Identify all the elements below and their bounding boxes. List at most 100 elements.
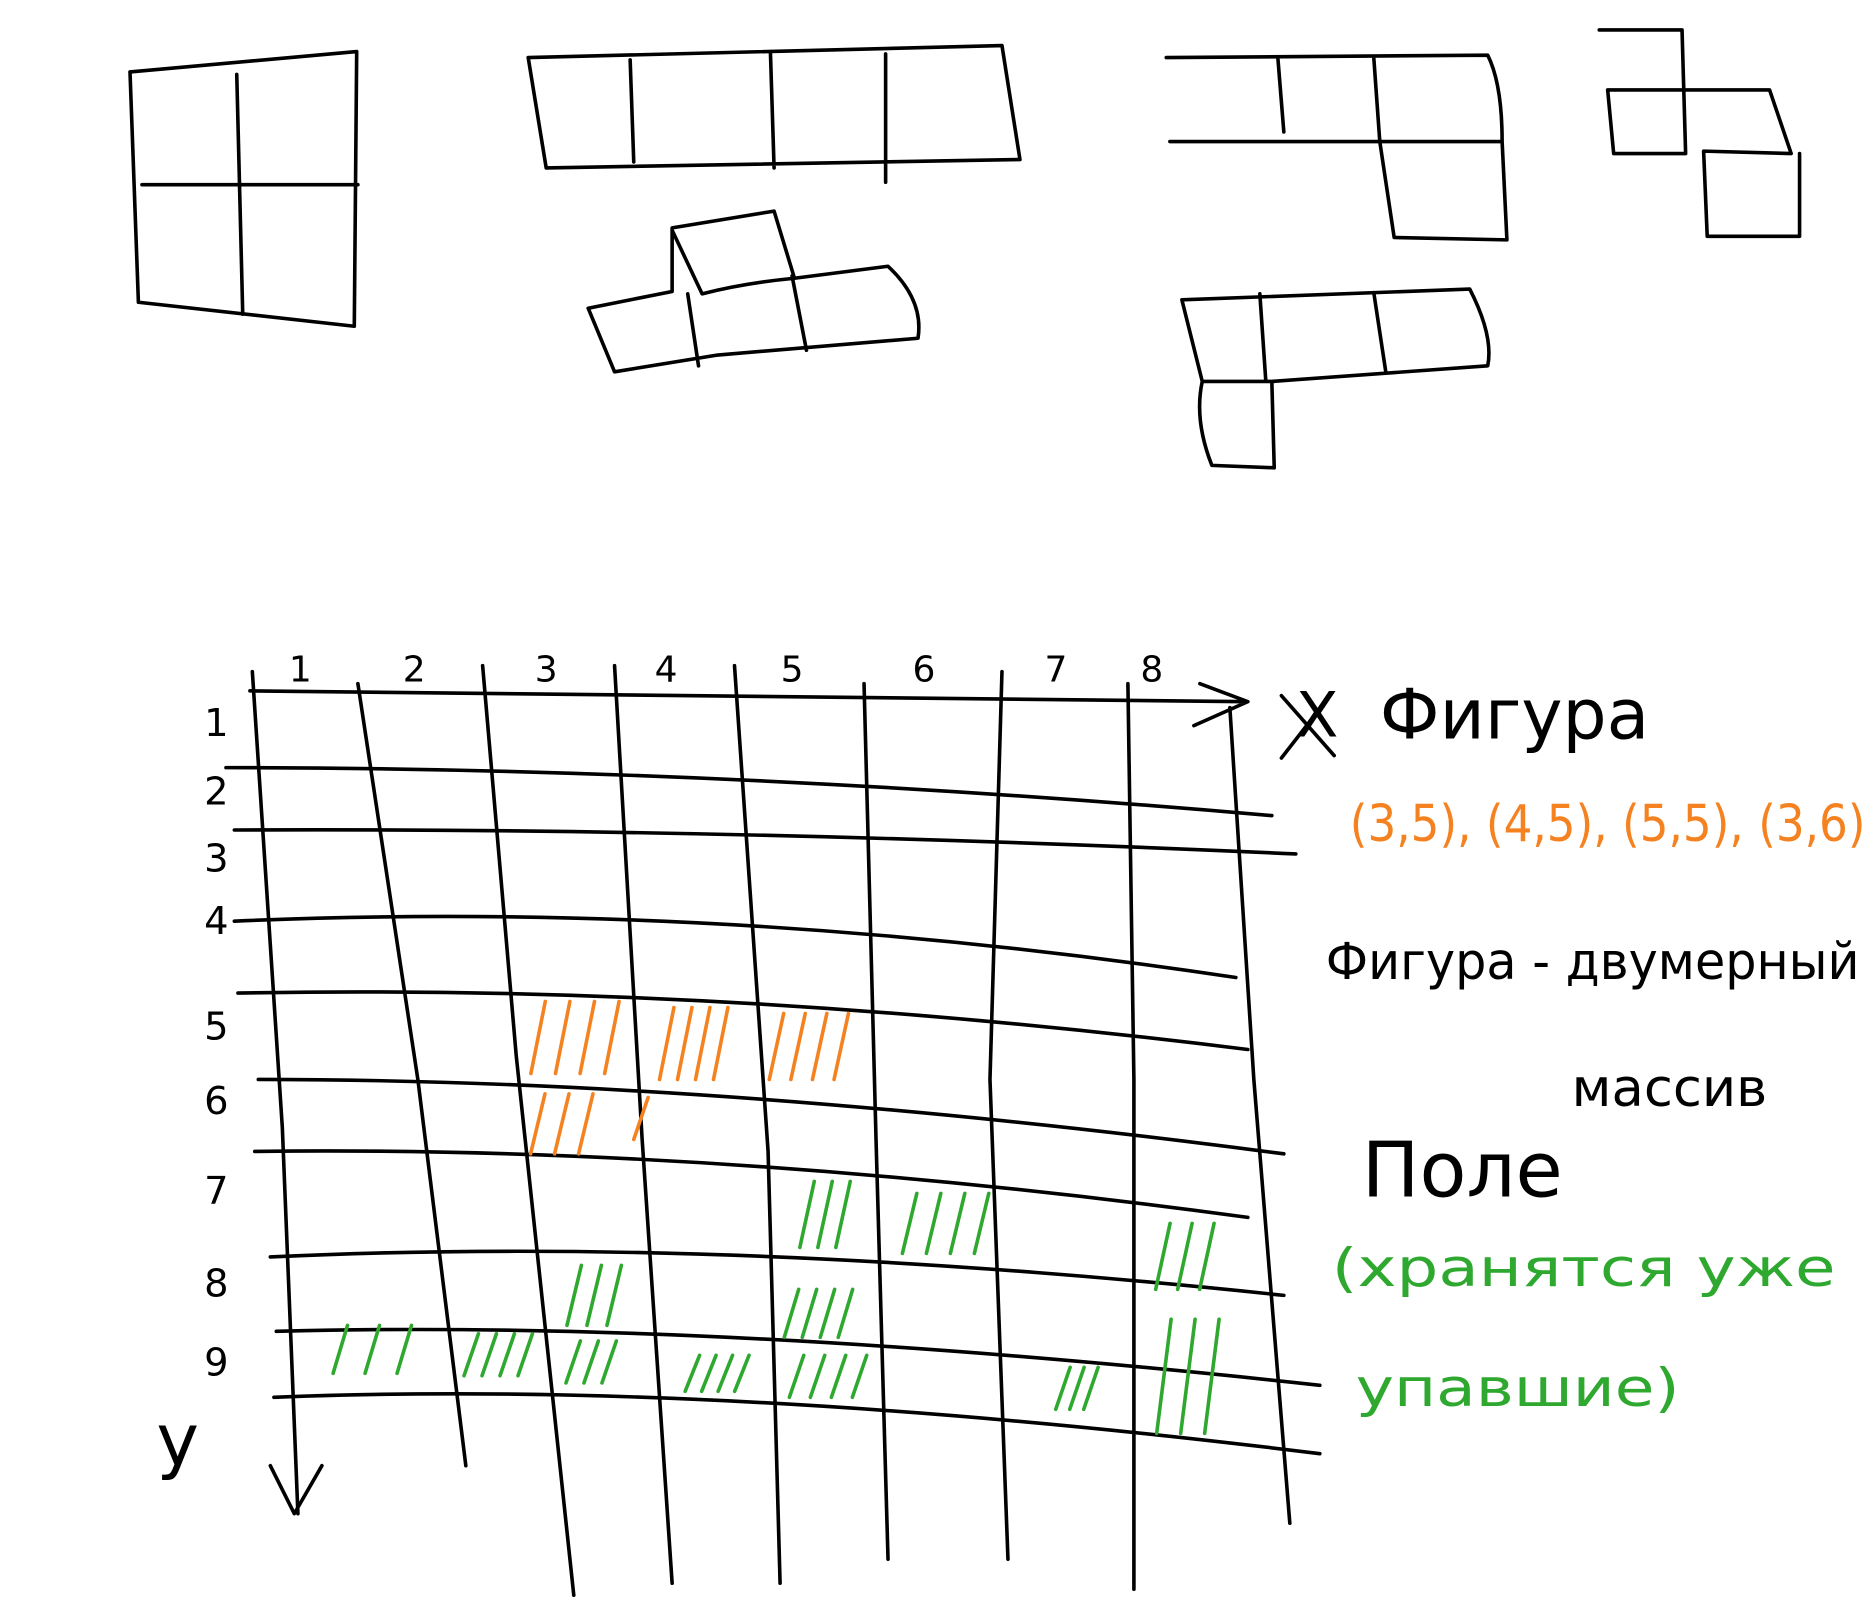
piece-l: [1164, 53, 1509, 242]
column-label: 2: [403, 650, 426, 691]
hatch-stroke: [787, 1353, 806, 1400]
hatch-stroke: [576, 1092, 595, 1156]
hatch-stroke: [582, 1339, 601, 1385]
column-label: 8: [1140, 650, 1163, 691]
hatch-stroke: [1178, 1317, 1197, 1436]
grid-line-v: [1126, 681, 1136, 1592]
piece-t: [586, 209, 921, 374]
hatch-stroke: [675, 1005, 694, 1082]
hatch-stroke: [564, 1339, 583, 1385]
hatch-stroke: [818, 1287, 837, 1340]
grid-line-v: [862, 681, 890, 1562]
column-label: 3: [535, 650, 558, 691]
column-label: 5: [781, 650, 804, 691]
field-title: Поле: [1362, 1126, 1563, 1215]
hatch-stroke: [732, 1353, 751, 1394]
hatch-stroke: [1053, 1365, 1072, 1412]
hatch-stroke: [498, 1331, 517, 1378]
hatch-stroke: [395, 1323, 414, 1376]
hatch-stroke: [605, 1263, 624, 1328]
hatch-stroke: [693, 1005, 712, 1082]
row-label: 1: [204, 701, 228, 746]
grid-line-v: [356, 681, 468, 1468]
piece-i: [526, 43, 1022, 185]
hatch-stroke: [699, 1353, 718, 1394]
x-axis-label: X: [1296, 679, 1339, 752]
hatch-stroke: [529, 999, 548, 1076]
hatching: [331, 999, 1221, 1436]
hatch-stroke: [331, 1323, 350, 1376]
piece-j: [1180, 287, 1491, 470]
hatch-stroke: [816, 1179, 835, 1250]
hatch-stroke: [924, 1191, 943, 1256]
grid-line-v: [612, 663, 674, 1586]
hatch-stroke: [782, 1287, 801, 1340]
hatch-stroke: [1197, 1221, 1216, 1292]
grid-line-v: [250, 669, 300, 1516]
field-grid: [224, 663, 1337, 1598]
hatch-stroke: [850, 1353, 869, 1400]
y-axis-label: y: [156, 1398, 199, 1482]
y-axis-arrow: [268, 1463, 324, 1516]
field-note: (хранятся уже: [1332, 1238, 1836, 1299]
row-label: 9: [204, 1340, 228, 1385]
hatch-stroke: [683, 1353, 702, 1394]
piece-z: [1597, 28, 1802, 239]
figure-cells: (3,5), (4,5), (5,5), (3,6): [1350, 794, 1866, 853]
hatch-stroke: [789, 1011, 808, 1082]
hatch-stroke: [631, 1095, 650, 1142]
hatch-stroke: [480, 1331, 499, 1378]
hatch-stroke: [1202, 1317, 1221, 1436]
hatch-stroke: [900, 1191, 919, 1256]
column-label: 1: [289, 650, 312, 691]
grid-line-h: [252, 1149, 1250, 1220]
hatch-stroke: [834, 1179, 853, 1250]
grid-line-h: [272, 1392, 1322, 1456]
figure-note: массив: [1572, 1058, 1768, 1119]
x-axis-arrow: [248, 681, 1250, 728]
hatch-stroke: [948, 1191, 967, 1256]
piece-o: [128, 49, 360, 329]
row-label: 2: [204, 770, 228, 815]
grid-line-v: [732, 663, 782, 1586]
x-mark: [1279, 691, 1337, 760]
row-label: 8: [204, 1261, 228, 1306]
hatch-stroke: [1154, 1317, 1173, 1436]
hatch-stroke: [600, 1339, 619, 1385]
hatch-stroke: [798, 1179, 817, 1250]
field-note: упавшие): [1356, 1358, 1680, 1419]
hatch-stroke: [363, 1323, 382, 1376]
tetrominoes: [128, 28, 1802, 470]
grid-line-h: [232, 827, 1298, 856]
hatch-stroke: [528, 1092, 547, 1156]
grid-line-h: [224, 765, 1274, 818]
grid-line-h: [256, 1077, 1286, 1156]
hatch-stroke: [832, 1011, 851, 1082]
grid-line-h: [232, 914, 1238, 980]
hatch-stroke: [800, 1287, 819, 1340]
pieces-caption: Фигура: [1380, 675, 1650, 756]
hatch-stroke: [1067, 1365, 1086, 1412]
grid-line-h: [236, 990, 1250, 1052]
row-label: 3: [204, 837, 228, 882]
hatch-stroke: [808, 1353, 827, 1400]
hatch-stroke: [553, 999, 572, 1076]
hatch-stroke: [716, 1353, 735, 1394]
column-label: 4: [655, 650, 678, 691]
hatch-stroke: [657, 1005, 676, 1082]
row-label: 6: [204, 1079, 228, 1124]
hatch-stroke: [1175, 1221, 1194, 1292]
hatch-stroke: [810, 1011, 829, 1082]
grid-line-v: [988, 669, 1010, 1562]
grid-line-v: [1228, 705, 1292, 1526]
hatch-stroke: [578, 999, 597, 1076]
hatch-stroke: [585, 1263, 604, 1328]
column-label: 7: [1044, 650, 1067, 691]
figure-note: Фигура - двумерный: [1326, 932, 1860, 991]
hatch-stroke: [711, 1005, 730, 1082]
row-label: 7: [204, 1169, 228, 1214]
hatch-stroke: [462, 1331, 481, 1378]
